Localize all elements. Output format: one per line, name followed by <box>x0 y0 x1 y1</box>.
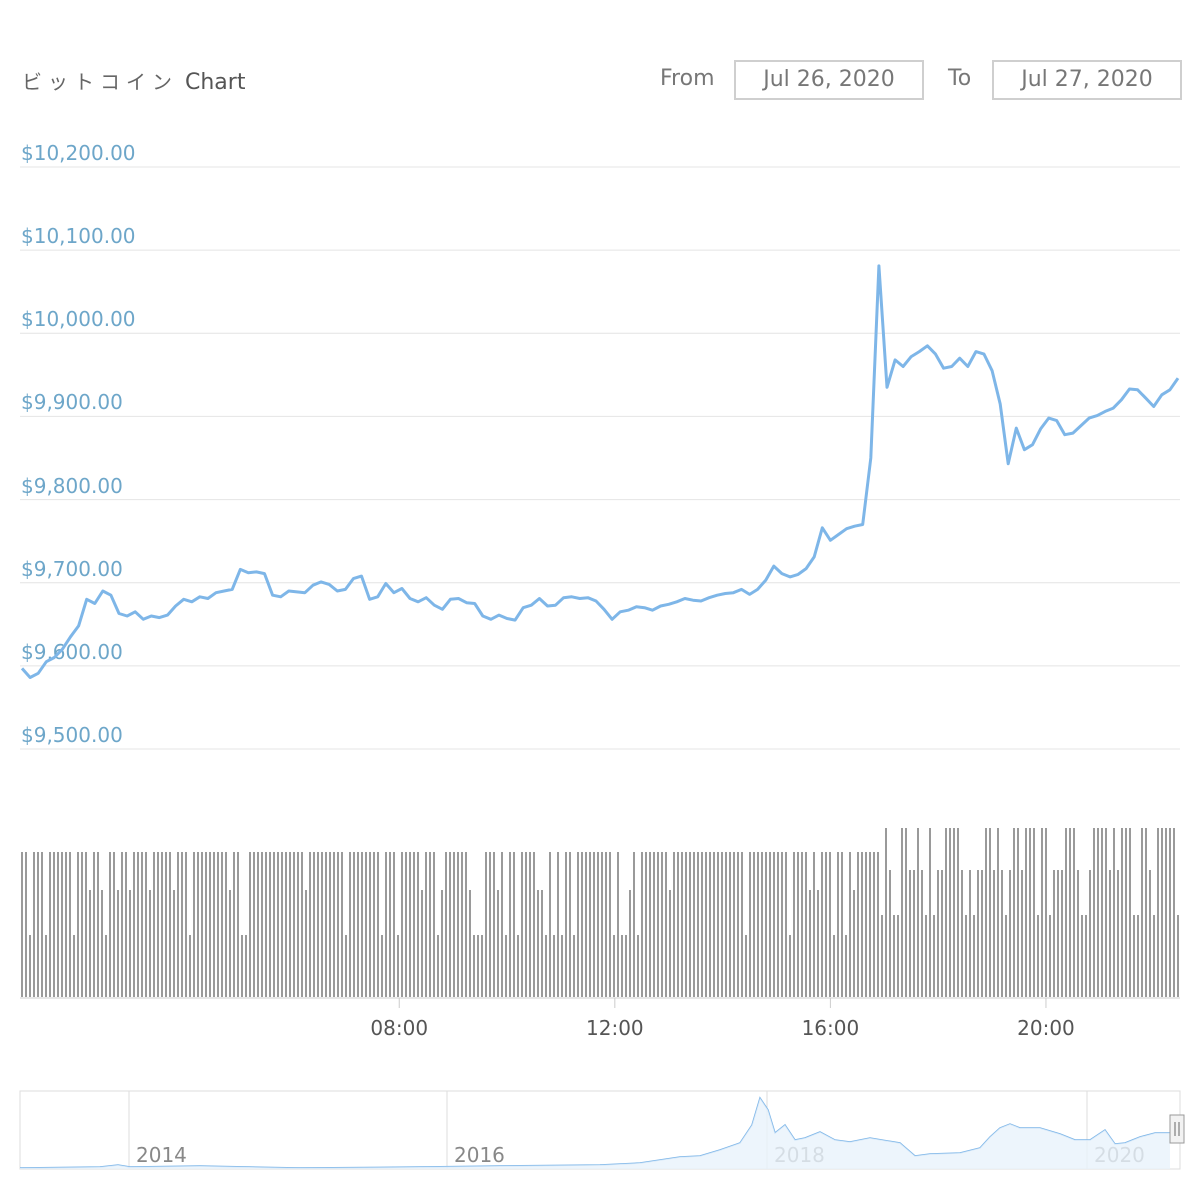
y-tick-label: $10,000.00 <box>21 307 136 332</box>
chart-word: Chart <box>185 70 246 95</box>
to-date-input[interactable]: Jul 27, 2020 <box>992 60 1182 100</box>
x-tick-label: 16:00 <box>802 1016 860 1040</box>
price-line <box>20 264 1180 679</box>
y-tick-label: $9,900.00 <box>21 390 123 415</box>
y-tick-label: $9,700.00 <box>21 556 123 581</box>
coin-name: ビットコイン <box>22 70 178 94</box>
y-tick-label: $9,600.00 <box>21 639 123 664</box>
chart-title: ビットコイン Chart <box>22 66 245 95</box>
x-tick-label: 12:00 <box>586 1016 644 1040</box>
to-label: To <box>948 66 972 91</box>
from-date-input[interactable]: Jul 26, 2020 <box>734 60 924 100</box>
navigator-tick-label: 2016 <box>454 1143 505 1167</box>
y-tick-label: $9,800.00 <box>21 473 123 498</box>
y-tick-label: $10,100.00 <box>21 224 136 249</box>
from-label: From <box>660 66 715 91</box>
navigator-tick-label: 2014 <box>136 1143 187 1167</box>
x-tick-label: 20:00 <box>1017 1016 1075 1040</box>
y-tick-label: $9,500.00 <box>21 723 123 747</box>
y-tick-label: $10,200.00 <box>21 141 136 165</box>
x-tick-label: 08:00 <box>370 1016 428 1040</box>
navigator-area <box>20 1098 1170 1169</box>
navigator-handle <box>1169 1114 1185 1144</box>
